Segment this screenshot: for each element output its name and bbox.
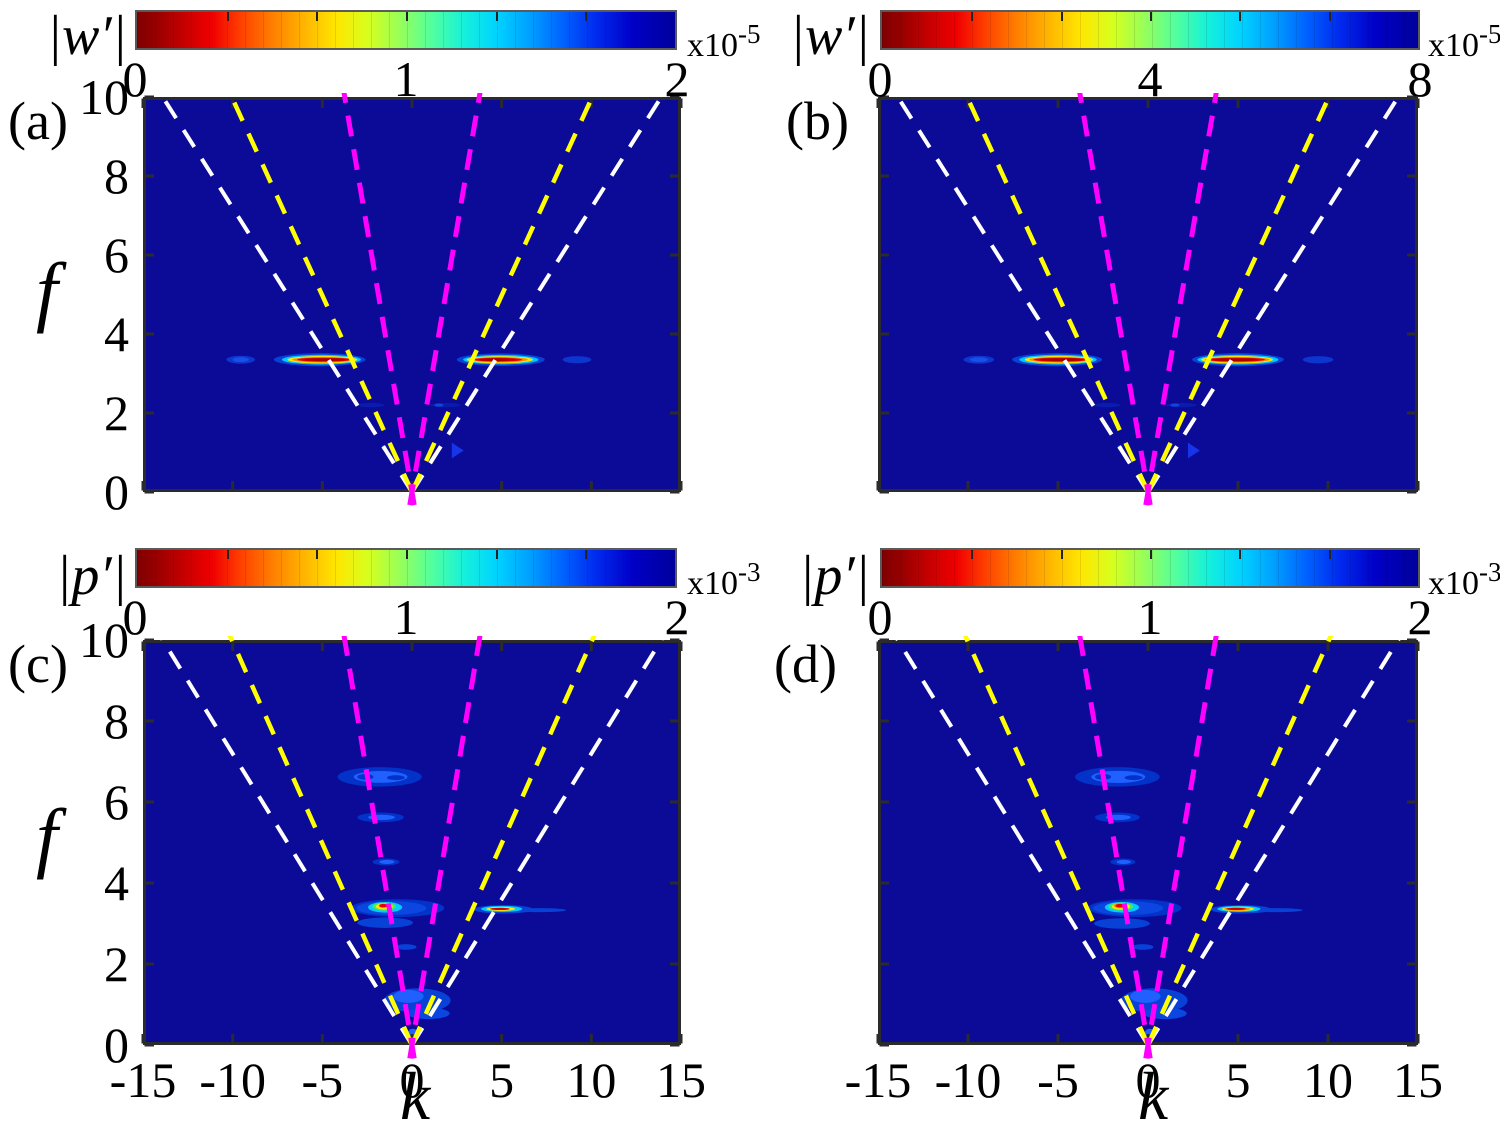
exponent-base: x10 (1428, 565, 1479, 602)
exponent-base: x10 (687, 27, 738, 64)
colorbar-label-d: |p′| (798, 545, 870, 607)
colorbar-d (880, 548, 1420, 588)
colorbar-tick-label: 1 (1137, 589, 1163, 645)
exponent-power: -3 (738, 557, 761, 587)
exponent-power: -5 (1479, 19, 1500, 49)
colorbar-label-b: |w′| (789, 5, 870, 67)
colorbar-tick (495, 12, 498, 21)
y-tick-label: 0 (104, 1017, 129, 1073)
y-tick-label: 6 (104, 774, 129, 830)
colorbar-tick (1150, 12, 1152, 21)
colorbar-tick (316, 550, 319, 559)
x-tick-label: 10 (1303, 1052, 1353, 1108)
y-tick-label: 0 (104, 464, 129, 520)
panel-label-c: (c) (8, 634, 68, 694)
colorbar-tick (226, 12, 229, 21)
y-tick-label: 10 (79, 69, 129, 125)
colorbar-tick-label: 0 (867, 589, 893, 645)
exponent-base: x10 (1428, 27, 1479, 64)
heatmap-panel-c (141, 636, 683, 1059)
heatmap-panel-d (876, 636, 1420, 1059)
panel-label-b: (b) (786, 91, 849, 151)
colorbar-tick (1060, 12, 1063, 21)
heatmap-panel-a (141, 93, 683, 506)
y-axis-label-row2: f (36, 793, 58, 880)
colorbar-tick (585, 12, 588, 21)
y-axis-label-row1: f (36, 247, 58, 334)
colorbar-tick (1239, 12, 1242, 21)
colorbar-a (135, 10, 677, 50)
colorbar-tick-label: 8 (1407, 51, 1433, 107)
colorbar-tick (316, 12, 319, 21)
colorbar-c (135, 548, 677, 588)
x-tick-label: -15 (109, 1052, 177, 1108)
y-tick-label: 8 (104, 693, 129, 749)
colorbar-b (880, 10, 1420, 50)
colorbar-exponent-c: x10-3 (687, 552, 761, 604)
x-tick-label: -5 (1037, 1052, 1079, 1108)
colorbar-label-c: |p′| (55, 545, 127, 607)
colorbar-exponent-d: x10-3 (1428, 552, 1500, 604)
colorbar-tick (971, 550, 974, 559)
y-tick-label: 4 (104, 855, 129, 911)
colorbar-tick (1328, 550, 1331, 559)
colorbar-tick-label: 0 (867, 51, 893, 107)
colorbar-label-a: |w′| (46, 5, 127, 67)
heatmap-panel-b (876, 93, 1420, 506)
colorbar-tick (1150, 550, 1152, 559)
x-tick-label: -15 (844, 1052, 912, 1108)
colorbar-tick-label: 1 (393, 51, 419, 107)
colorbar-tick-label: 1 (393, 589, 419, 645)
x-tick-label: 15 (1393, 1052, 1443, 1108)
colorbar-tick (1060, 550, 1063, 559)
colorbar-tick (406, 550, 408, 559)
x-tick-label: 5 (489, 1052, 515, 1108)
x-tick-label: 10 (566, 1052, 617, 1108)
colorbar-tick (585, 550, 588, 559)
x-tick-label: 15 (656, 1052, 706, 1108)
exponent-power: -3 (1479, 557, 1500, 587)
x-axis-label-d: k (1138, 1058, 1169, 1125)
y-tick-label: 2 (104, 385, 129, 441)
colorbar-tick (226, 550, 229, 559)
colorbar-tick (406, 12, 408, 21)
colorbar-tick-label: 2 (664, 589, 690, 645)
colorbar-tick-label: 2 (664, 51, 690, 107)
y-tick-label: 2 (104, 936, 129, 992)
panel-label-d: (d) (774, 634, 837, 694)
colorbar-tick-label: 0 (122, 51, 148, 107)
colorbar-tick (1239, 550, 1242, 559)
exponent-base: x10 (687, 565, 738, 602)
colorbar-tick-label: 0 (122, 589, 148, 645)
y-tick-label: 8 (104, 148, 129, 204)
y-tick-label: 10 (79, 612, 129, 668)
x-tick-label: 0 (399, 1052, 425, 1108)
x-axis-label-c: k (400, 1058, 431, 1125)
colorbar-tick (1328, 12, 1331, 21)
colorbar-tick-label: 2 (1407, 589, 1433, 645)
x-tick-label: 5 (1225, 1052, 1251, 1108)
colorbar-tick (971, 12, 974, 21)
x-tick-label: -10 (934, 1052, 1002, 1108)
y-tick-label: 4 (104, 306, 129, 362)
colorbar-exponent-a: x10-5 (687, 14, 761, 66)
y-tick-label: 6 (104, 227, 129, 283)
x-tick-label: -5 (301, 1052, 344, 1108)
panel-label-a: (a) (8, 91, 68, 151)
colorbar-tick (495, 550, 498, 559)
colorbar-tick-label: 4 (1137, 51, 1163, 107)
x-tick-label: -10 (199, 1052, 266, 1108)
exponent-power: -5 (738, 19, 761, 49)
colorbar-exponent-b: x10-5 (1428, 14, 1500, 66)
x-tick-label: 0 (1135, 1052, 1161, 1108)
